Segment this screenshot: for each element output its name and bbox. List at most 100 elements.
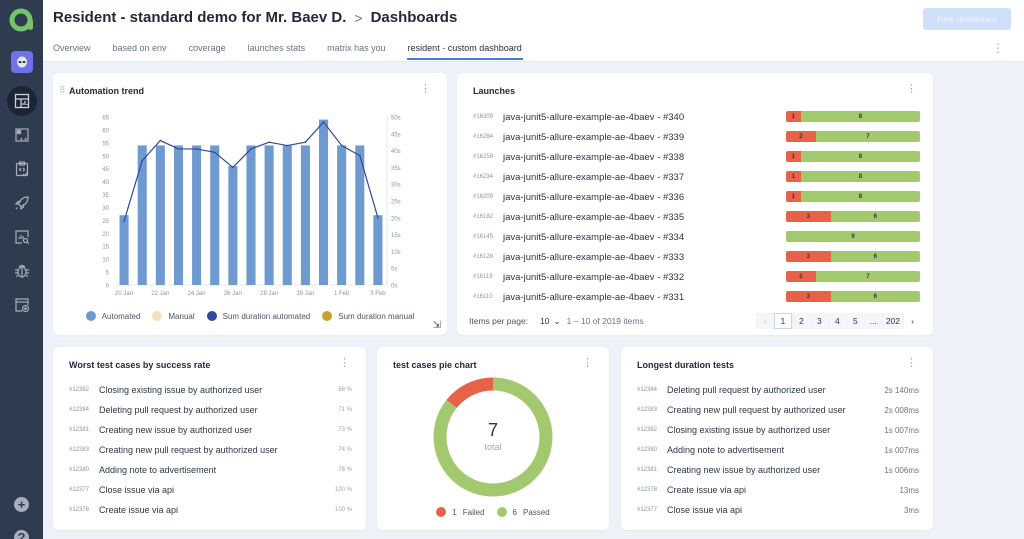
page-button[interactable]: 4 — [827, 313, 846, 329]
launch-row[interactable]: #16209 java-junit5-allure-example-ae-4bae… — [473, 187, 920, 207]
line-point[interactable] — [377, 217, 379, 219]
line-point[interactable] — [159, 139, 162, 142]
bar-automated[interactable] — [282, 145, 292, 285]
launch-row[interactable]: #16128 java-junit5-allure-example-ae-4bae… — [473, 247, 920, 267]
list-item[interactable]: #12380 Adding note to advertisement 76 % — [69, 460, 352, 480]
page-button[interactable]: ... — [863, 313, 882, 329]
launch-row[interactable]: #16182 java-junit5-allure-example-ae-4bae… — [473, 207, 920, 227]
line-point[interactable] — [250, 148, 252, 150]
sidebar-item-defects[interactable] — [7, 256, 37, 286]
test-name[interactable]: Close issue via api — [99, 485, 175, 495]
sidebar-item-analytics[interactable] — [7, 222, 37, 252]
bar-automated[interactable] — [192, 145, 202, 285]
line-point[interactable] — [268, 141, 270, 143]
tab-based-on-env[interactable]: based on env — [112, 43, 167, 53]
launch-name[interactable]: java-junit5-allure-example-ae-4baev - #3… — [503, 291, 685, 303]
legend-sum-duration-automated[interactable]: Sum duration automated — [206, 311, 310, 321]
list-item[interactable]: #12381 Creating new issue by authorized u… — [69, 420, 352, 440]
legend-manual[interactable]: Manual — [152, 311, 195, 321]
line-point[interactable] — [359, 154, 361, 157]
help-icon[interactable]: ? — [14, 530, 29, 539]
tab-overview[interactable]: Overview — [53, 43, 91, 53]
tab-resident-custom-dashboard[interactable]: resident - custom dashboard — [406, 43, 523, 60]
line-point[interactable] — [322, 121, 325, 123]
launch-name[interactable]: java-junit5-allure-example-ae-4baev - #3… — [503, 191, 685, 203]
sidebar-item-launches[interactable] — [7, 188, 37, 218]
list-item[interactable]: #12377 Close issue via api 100 % — [69, 480, 352, 500]
sidebar-item-test-plans[interactable] — [7, 154, 37, 184]
line-point[interactable] — [177, 148, 180, 150]
bar-automated[interactable] — [264, 145, 274, 285]
tab-coverage[interactable]: coverage — [188, 43, 226, 53]
bar-automated[interactable] — [246, 145, 256, 285]
launch-name[interactable]: java-junit5-allure-example-ae-4baev - #3… — [503, 131, 685, 143]
launch-name[interactable]: java-junit5-allure-example-ae-4baev - #3… — [503, 171, 685, 183]
page-button[interactable]: 2 — [791, 313, 810, 329]
bar-automated[interactable] — [155, 145, 165, 285]
launch-row[interactable]: #16110 java-junit5-allure-example-ae-4bae… — [473, 287, 920, 307]
bar-automated[interactable] — [355, 145, 365, 285]
new-dashboard-button[interactable]: New dashboard — [923, 8, 1011, 30]
test-name[interactable]: Creating new issue by authorized user — [99, 425, 253, 435]
test-name[interactable]: Deleting pull request by authorized user — [667, 385, 826, 395]
project-avatar[interactable] — [11, 51, 33, 73]
list-item[interactable]: #12382 Closing existing issue by authoriz… — [637, 420, 919, 440]
launch-name[interactable]: java-junit5-allure-example-ae-4baev - #3… — [503, 151, 685, 163]
line-point[interactable] — [232, 166, 234, 169]
list-item[interactable]: #12384 Deleting pull request by authorize… — [69, 400, 352, 420]
bar-automated[interactable] — [228, 166, 238, 285]
bar-automated[interactable] — [173, 145, 183, 285]
legend-failed[interactable]: 1 Failed — [436, 507, 485, 517]
bar-automated[interactable] — [137, 145, 147, 285]
test-name[interactable]: Close issue via api — [667, 505, 743, 515]
launch-name[interactable]: java-junit5-allure-example-ae-4baev - #3… — [503, 251, 685, 263]
list-item[interactable]: #12384 Deleting pull request by authorize… — [637, 380, 919, 400]
line-point[interactable] — [213, 151, 216, 154]
line-point[interactable] — [286, 144, 289, 147]
list-item[interactable]: #12382 Closing existing issue by authoriz… — [69, 380, 352, 400]
tab-matrix-has-you[interactable]: matrix has you — [327, 43, 386, 53]
list-item[interactable]: #12383 Creating new pull request by autho… — [69, 440, 352, 460]
launch-row[interactable]: #16259 java-junit5-allure-example-ae-4bae… — [473, 147, 920, 167]
widget-menu-icon[interactable]: ⋮ — [582, 357, 593, 369]
widget-menu-icon[interactable]: ⋮ — [906, 83, 917, 95]
launch-name[interactable]: java-junit5-allure-example-ae-4baev - #3… — [503, 211, 685, 223]
test-name[interactable]: Closing existing issue by authorized use… — [99, 385, 263, 395]
line-point[interactable] — [304, 141, 307, 143]
list-item[interactable]: #12383 Creating new pull request by autho… — [637, 400, 919, 420]
launch-name[interactable]: java-junit5-allure-example-ae-4baev - #3… — [503, 231, 685, 243]
sidebar-item-dashboards[interactable] — [7, 86, 37, 116]
allure-logo[interactable] — [9, 7, 35, 33]
test-name[interactable]: Creating new pull request by authorized … — [99, 445, 278, 455]
prev-page-button[interactable]: ‹ — [755, 313, 774, 329]
line-point[interactable] — [141, 159, 143, 162]
list-item[interactable]: #12378 Create issue via api 100 % — [69, 500, 352, 520]
line-point[interactable] — [340, 144, 343, 147]
legend-automated[interactable]: Automated — [85, 311, 140, 321]
slice-failed[interactable] — [446, 377, 494, 409]
bar-automated[interactable] — [337, 145, 347, 285]
legend-sum-duration-manual[interactable]: Sum duration manual — [322, 311, 414, 321]
list-item[interactable]: #12380 Adding note to advertisement 1s 007… — [637, 440, 919, 460]
slice-passed[interactable] — [433, 377, 553, 497]
tabs-more-icon[interactable]: ⋮ — [992, 41, 1004, 55]
legend-passed[interactable]: 6 Passed — [496, 507, 550, 517]
bar-automated[interactable] — [300, 145, 310, 285]
launch-name[interactable]: java-junit5-allure-example-ae-4baev - #3… — [503, 271, 685, 283]
page-button[interactable]: 1 — [773, 313, 792, 329]
resize-handle-icon[interactable]: ⇲ — [432, 320, 441, 331]
sidebar-item-test-cases[interactable] — [7, 120, 37, 150]
bar-automated[interactable] — [319, 119, 329, 285]
test-name[interactable]: Adding note to advertisement — [667, 445, 785, 455]
test-name[interactable]: Creating new pull request by authorized … — [667, 405, 846, 415]
drag-handle-icon[interactable]: ⠿ — [59, 85, 66, 95]
breadcrumb-project[interactable]: Resident - standard demo for Mr. Baev D. — [53, 9, 347, 26]
page-button[interactable]: 202 — [881, 313, 903, 329]
launch-name[interactable]: java-junit5-allure-example-ae-4baev - #3… — [503, 111, 685, 123]
test-name[interactable]: Closing existing issue by authorized use… — [667, 425, 831, 435]
bar-automated[interactable] — [373, 215, 383, 285]
items-per-page-select[interactable]: 10 ⌄ — [540, 316, 561, 327]
test-name[interactable]: Creating new issue by authorized user — [667, 465, 821, 475]
tab-launches-stats[interactable]: launches stats — [247, 43, 306, 53]
widget-menu-icon[interactable]: ⋮ — [420, 83, 431, 95]
